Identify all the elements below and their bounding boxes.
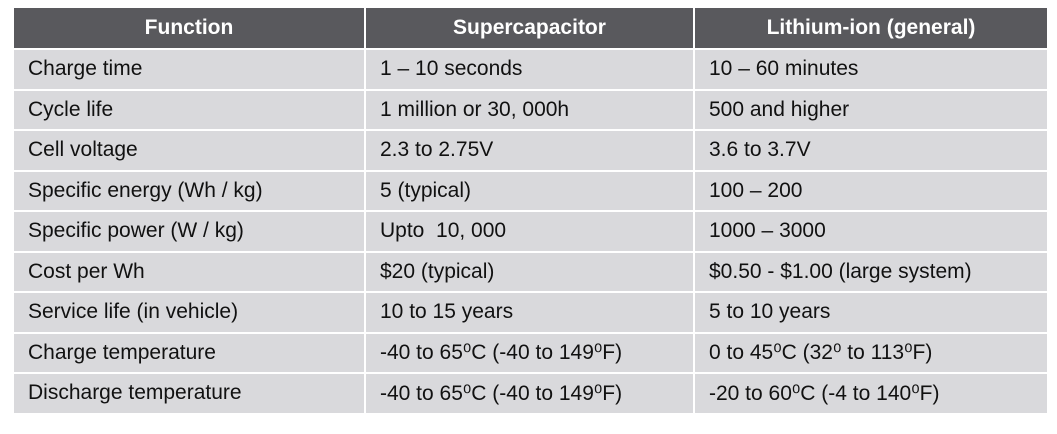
table-row: Cell voltage 2.3 to 2.75V 3.6 to 3.7V <box>12 129 1049 172</box>
table-cell: 1000 – 3000 <box>693 210 1049 253</box>
header-cell: Supercapacitor <box>364 6 695 50</box>
table-row: Charge time 1 – 10 seconds 10 – 60 minutes <box>12 48 1049 91</box>
table-cell: Cycle life <box>12 88 366 131</box>
table-row: Specific energy (Wh / kg) 5 (typical) 100 … <box>12 169 1049 212</box>
table-cell: Upto 10, 000 <box>364 210 695 253</box>
table-cell: -20 to 60⁰C (-4 to 140⁰F) <box>693 372 1049 415</box>
table-cell: 10 – 60 minutes <box>693 48 1049 91</box>
table-row: Discharge temperature -40 to 65⁰C (-40 to… <box>12 372 1049 415</box>
table-cell: Specific energy (Wh / kg) <box>12 169 366 212</box>
header-cell: Function <box>12 6 366 50</box>
table-cell: Service life (in vehicle) <box>12 291 366 334</box>
table-cell: 0 to 45⁰C (32⁰ to 113⁰F) <box>693 331 1049 374</box>
table-cell: 5 to 10 years <box>693 291 1049 334</box>
comparison-table: Function Supercapacitor Lithium-ion (gener… <box>12 6 1049 415</box>
table-row: Charge temperature -40 to 65⁰C (-40 to 14… <box>12 331 1049 374</box>
header-row: Function Supercapacitor Lithium-ion (gener… <box>12 6 1049 50</box>
table-body: Charge time 1 – 10 seconds 10 – 60 minutes… <box>12 48 1049 415</box>
table-cell: 100 – 200 <box>693 169 1049 212</box>
table-cell: Discharge temperature <box>12 372 366 415</box>
table-cell: Cell voltage <box>12 129 366 172</box>
table-cell: 500 and higher <box>693 88 1049 131</box>
table-cell: $20 (typical) <box>364 250 695 293</box>
table-row: Cycle life 1 million or 30, 000h 500 and h… <box>12 88 1049 131</box>
table-cell: 10 to 15 years <box>364 291 695 334</box>
table-row: Specific power (W / kg) Upto 10, 000 1000 … <box>12 210 1049 253</box>
table-cell: 3.6 to 3.7V <box>693 129 1049 172</box>
table-row: Cost per Wh $20 (typical) $0.50 - $1.00 (l… <box>12 250 1049 293</box>
header-cell: Lithium-ion (general) <box>693 6 1049 50</box>
table-cell: Specific power (W / kg) <box>12 210 366 253</box>
table-cell: Charge temperature <box>12 331 366 374</box>
table-cell: 1 million or 30, 000h <box>364 88 695 131</box>
table-cell: 2.3 to 2.75V <box>364 129 695 172</box>
table-cell: -40 to 65⁰C (-40 to 149⁰F) <box>364 372 695 415</box>
table-cell: $0.50 - $1.00 (large system) <box>693 250 1049 293</box>
table-cell: 5 (typical) <box>364 169 695 212</box>
table-cell: -40 to 65⁰C (-40 to 149⁰F) <box>364 331 695 374</box>
table-cell: 1 – 10 seconds <box>364 48 695 91</box>
table-cell: Charge time <box>12 48 366 91</box>
table-cell: Cost per Wh <box>12 250 366 293</box>
table-row: Service life (in vehicle) 10 to 15 years 5… <box>12 291 1049 334</box>
